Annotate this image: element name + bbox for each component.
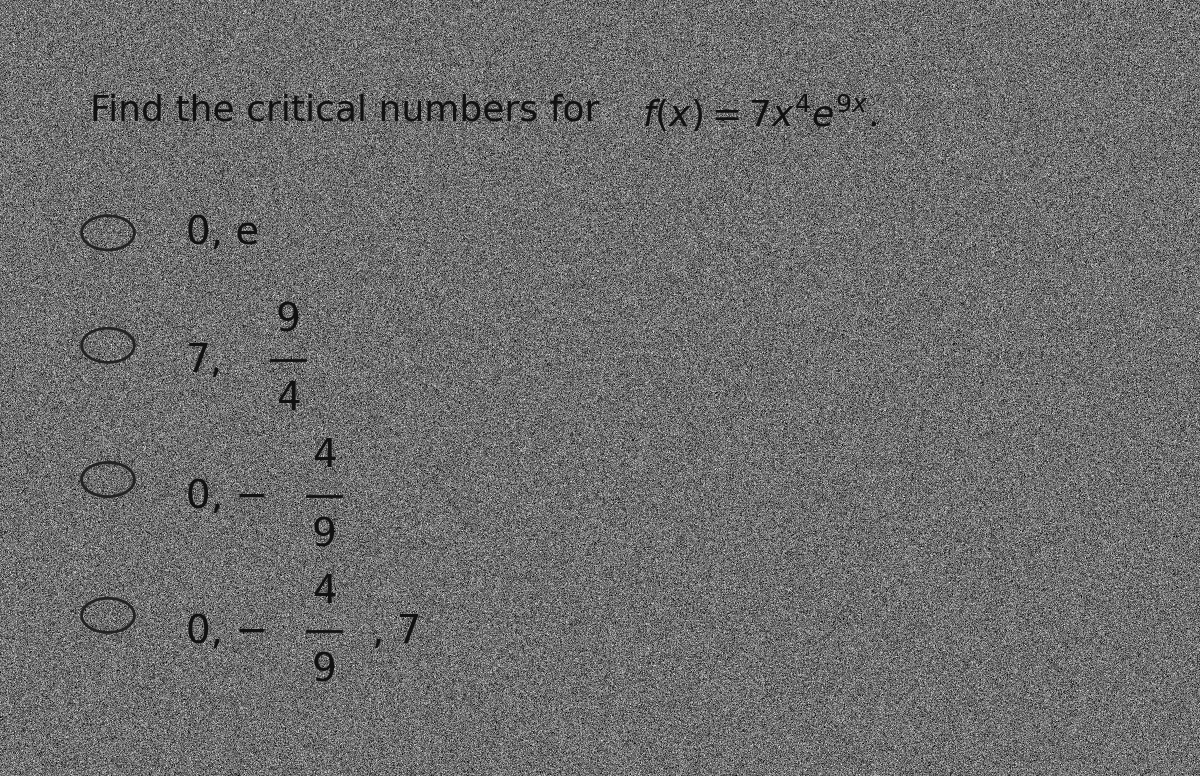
Text: 0, −: 0, − <box>186 478 268 515</box>
Text: , 7: , 7 <box>372 614 421 651</box>
Text: 9: 9 <box>276 302 300 340</box>
Text: 0, −: 0, − <box>186 614 268 651</box>
Text: 4: 4 <box>312 573 336 611</box>
Text: 9: 9 <box>312 652 336 690</box>
Text: Find the critical numbers for: Find the critical numbers for <box>90 93 611 127</box>
Text: $f(x) = 7x^4e^{9x}$.: $f(x) = 7x^4e^{9x}$. <box>642 93 877 134</box>
Text: 4: 4 <box>312 438 336 475</box>
Text: 9: 9 <box>312 516 336 554</box>
Text: 0, e: 0, e <box>186 214 259 251</box>
Text: 4: 4 <box>276 380 300 418</box>
Text: 7,: 7, <box>186 342 223 379</box>
